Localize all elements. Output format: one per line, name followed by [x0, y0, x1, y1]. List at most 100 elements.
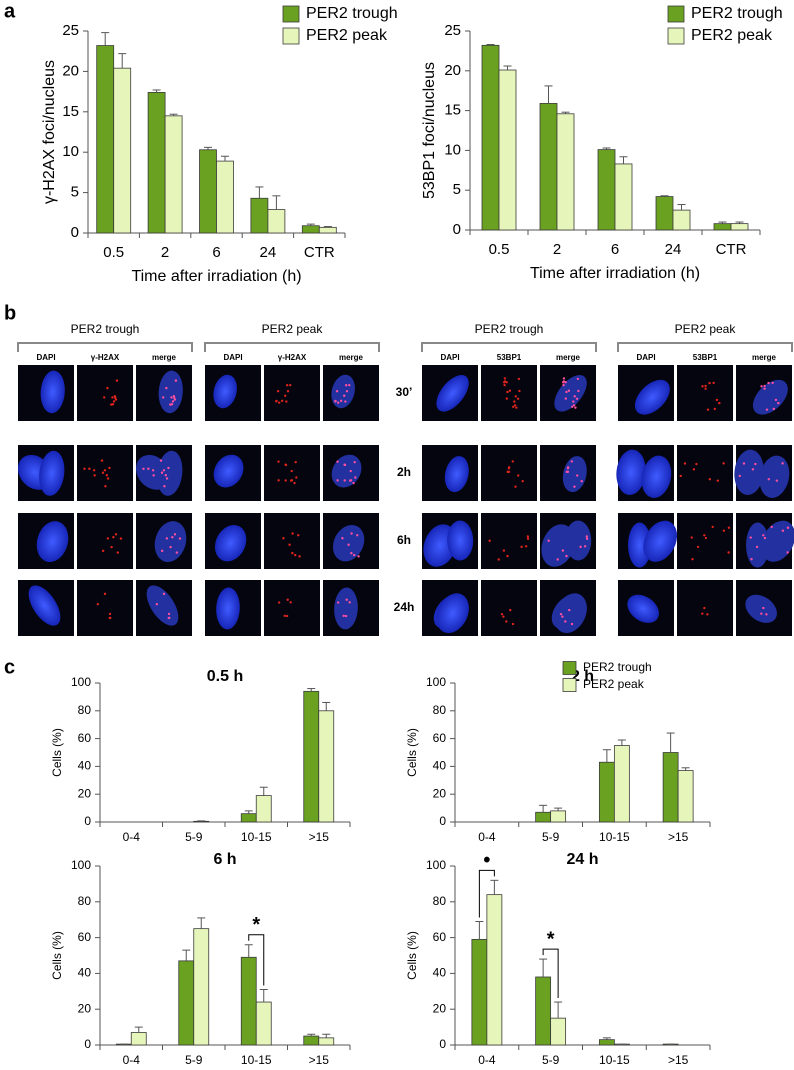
annotation: • [483, 850, 490, 872]
y-tick-label: 0 [453, 221, 461, 238]
x-tick-label: 10-15 [241, 1053, 272, 1067]
legend-label: PER2 peak [583, 677, 645, 691]
nucleus [216, 587, 240, 630]
x-tick-label: 5-9 [542, 830, 560, 844]
x-tick-label: >15 [668, 1053, 689, 1067]
bar [250, 197, 269, 234]
focus [103, 469, 107, 472]
y-tick-label: 20 [78, 1001, 92, 1015]
y-tick-label: 40 [433, 759, 447, 773]
bar [96, 45, 115, 234]
focus [111, 396, 114, 399]
focus [353, 460, 356, 464]
focus [763, 387, 766, 390]
focus [283, 614, 286, 618]
bar [178, 960, 195, 1046]
bar [471, 938, 488, 1046]
error-bar [204, 146, 212, 150]
focus [160, 549, 164, 553]
annotation: * [547, 928, 555, 950]
focus [716, 479, 720, 482]
bar [672, 209, 691, 231]
bar [267, 209, 286, 234]
focus [110, 545, 113, 549]
x-tick-label: 10-15 [599, 1053, 630, 1067]
focus [781, 529, 785, 532]
nucleus [641, 455, 672, 498]
nucleus [213, 454, 244, 488]
column-label: DAPI [636, 353, 655, 362]
bracket [478, 869, 495, 918]
column-label: γ-H2AX [278, 353, 307, 362]
bar [597, 149, 616, 231]
focus [751, 468, 755, 471]
focus [293, 481, 296, 485]
nucleus [643, 520, 678, 562]
focus [162, 592, 166, 596]
focus [781, 462, 784, 465]
y-tick-label: 100 [426, 858, 446, 872]
error-bar [322, 701, 331, 711]
error-bar [554, 807, 563, 811]
bar [539, 103, 558, 231]
nucleus [554, 374, 587, 412]
y-tick-label: 80 [433, 703, 447, 717]
focus [703, 606, 706, 610]
focus [679, 474, 682, 478]
focus [718, 401, 721, 405]
bar [556, 113, 575, 231]
focus [88, 467, 91, 470]
focus [106, 386, 109, 390]
focus [562, 377, 566, 380]
focus [760, 612, 763, 615]
y-tick-label: 40 [78, 966, 92, 980]
bar [240, 813, 257, 823]
focus [772, 407, 776, 411]
x-tick-label: 0.5 [103, 244, 124, 261]
column-label: merge [339, 353, 364, 362]
error-bar [272, 195, 281, 210]
focus [547, 539, 550, 542]
error-bar [490, 879, 499, 895]
focus [576, 377, 580, 381]
focus [335, 390, 339, 393]
focus [765, 613, 768, 616]
focus [500, 612, 504, 616]
focus [344, 384, 348, 387]
y-tick-label: 100 [426, 675, 446, 689]
focus [696, 545, 700, 549]
row-label: 2h [397, 465, 411, 479]
focus [514, 395, 517, 398]
bar [303, 690, 320, 823]
focus [92, 469, 96, 472]
error-bar [152, 89, 161, 93]
error-bar [169, 113, 178, 116]
focus [692, 468, 696, 471]
nucleus [444, 456, 469, 493]
focus [506, 390, 509, 394]
nucleus [332, 525, 365, 562]
legend-label: PER2 peak [691, 27, 773, 44]
y-tick-label: 20 [62, 62, 79, 79]
y-tick-label: 25 [444, 22, 461, 39]
focus [711, 525, 714, 529]
focus [93, 474, 96, 477]
focus [749, 536, 752, 539]
focus [349, 479, 353, 482]
bar [598, 1039, 615, 1046]
focus [178, 537, 182, 540]
focus [290, 479, 294, 482]
group-title: PER2 trough [475, 322, 544, 336]
focus [350, 532, 353, 535]
focus [341, 537, 344, 540]
focus [280, 399, 284, 403]
y-tick-label: 40 [433, 966, 447, 980]
bar [303, 1035, 320, 1046]
micrograph [481, 580, 537, 636]
error-bar [539, 804, 548, 813]
focus [488, 539, 491, 542]
focus [170, 403, 174, 406]
focus [356, 534, 359, 537]
focus [572, 404, 576, 407]
focus [348, 601, 351, 604]
